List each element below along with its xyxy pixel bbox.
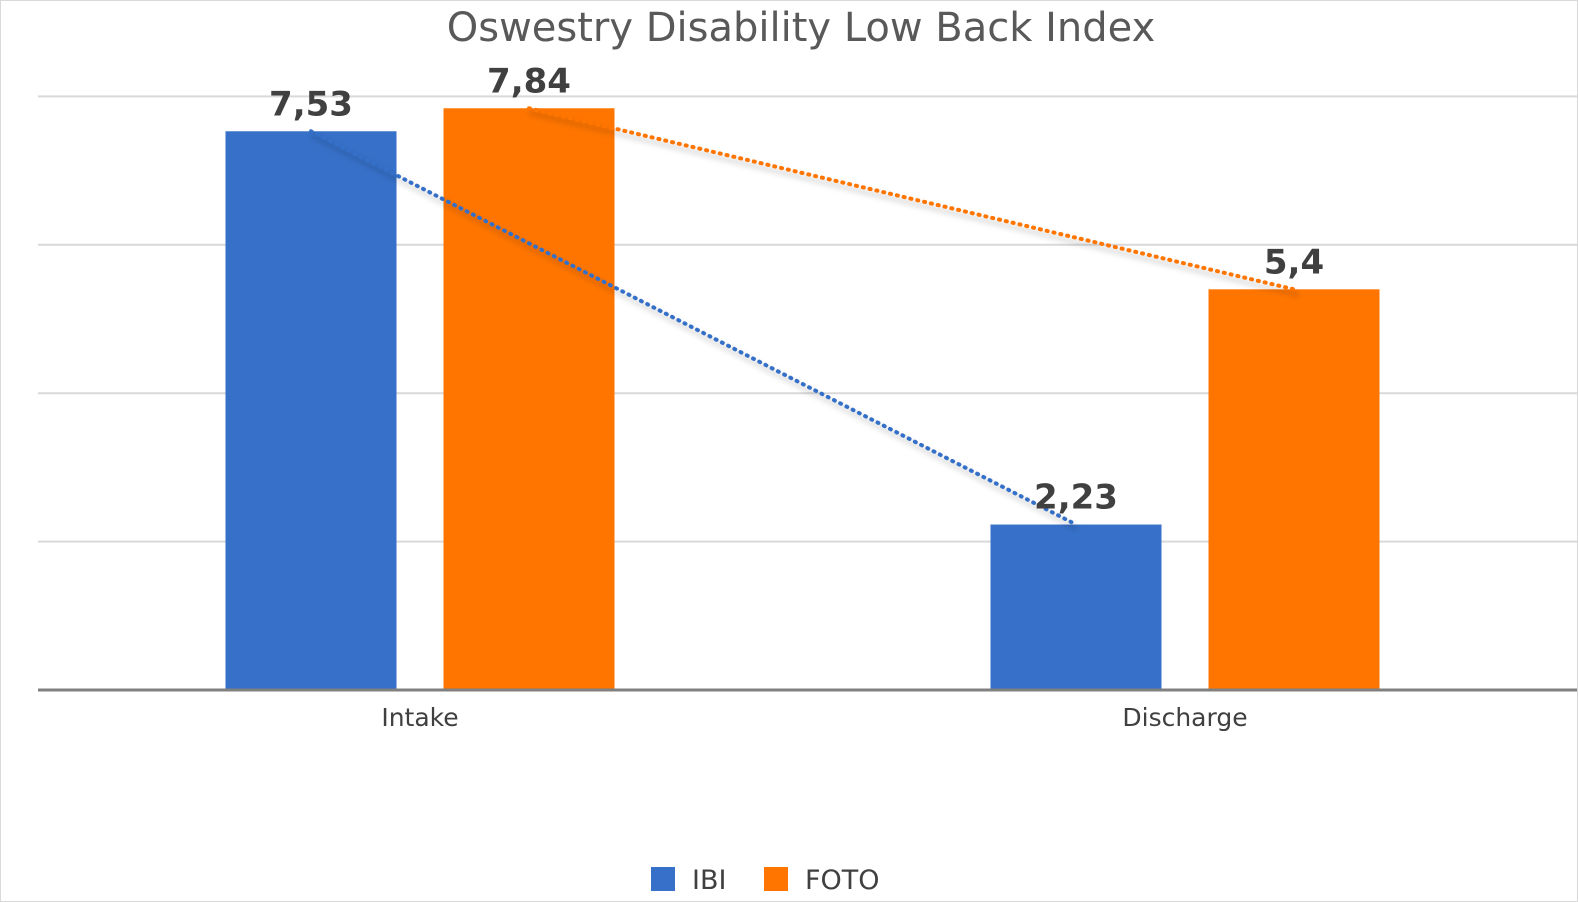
legend-label-foto: FOTO [805,865,880,896]
bars [225,108,1380,691]
trendline-ibi [309,129,1078,527]
legend: IBI FOTO [651,865,880,896]
trendlines [309,106,1296,527]
data-labels: 7,53 2,23 7,84 5,4 [269,61,1324,517]
trendline-foto [527,106,1296,292]
data-label-ibi-discharge: 2,23 [1034,478,1118,518]
bar-ibi-intake [225,131,397,691]
legend-label-ibi: IBI [692,865,726,896]
data-label-foto-discharge: 5,4 [1264,242,1324,282]
data-label-foto-intake: 7,84 [487,61,571,101]
data-label-ibi-intake: 7,53 [269,84,353,124]
category-label-discharge: Discharge [1122,703,1247,732]
bar-foto-discharge [1208,289,1380,690]
category-label-intake: Intake [381,703,458,732]
chart-title: Oswestry Disability Low Back Index [447,5,1156,51]
x-axis: Intake Discharge [38,688,1577,732]
legend-swatch-foto [764,867,788,891]
bar-foto-intake [443,108,615,691]
bar-ibi-discharge [990,524,1162,690]
legend-swatch-ibi [651,867,675,891]
